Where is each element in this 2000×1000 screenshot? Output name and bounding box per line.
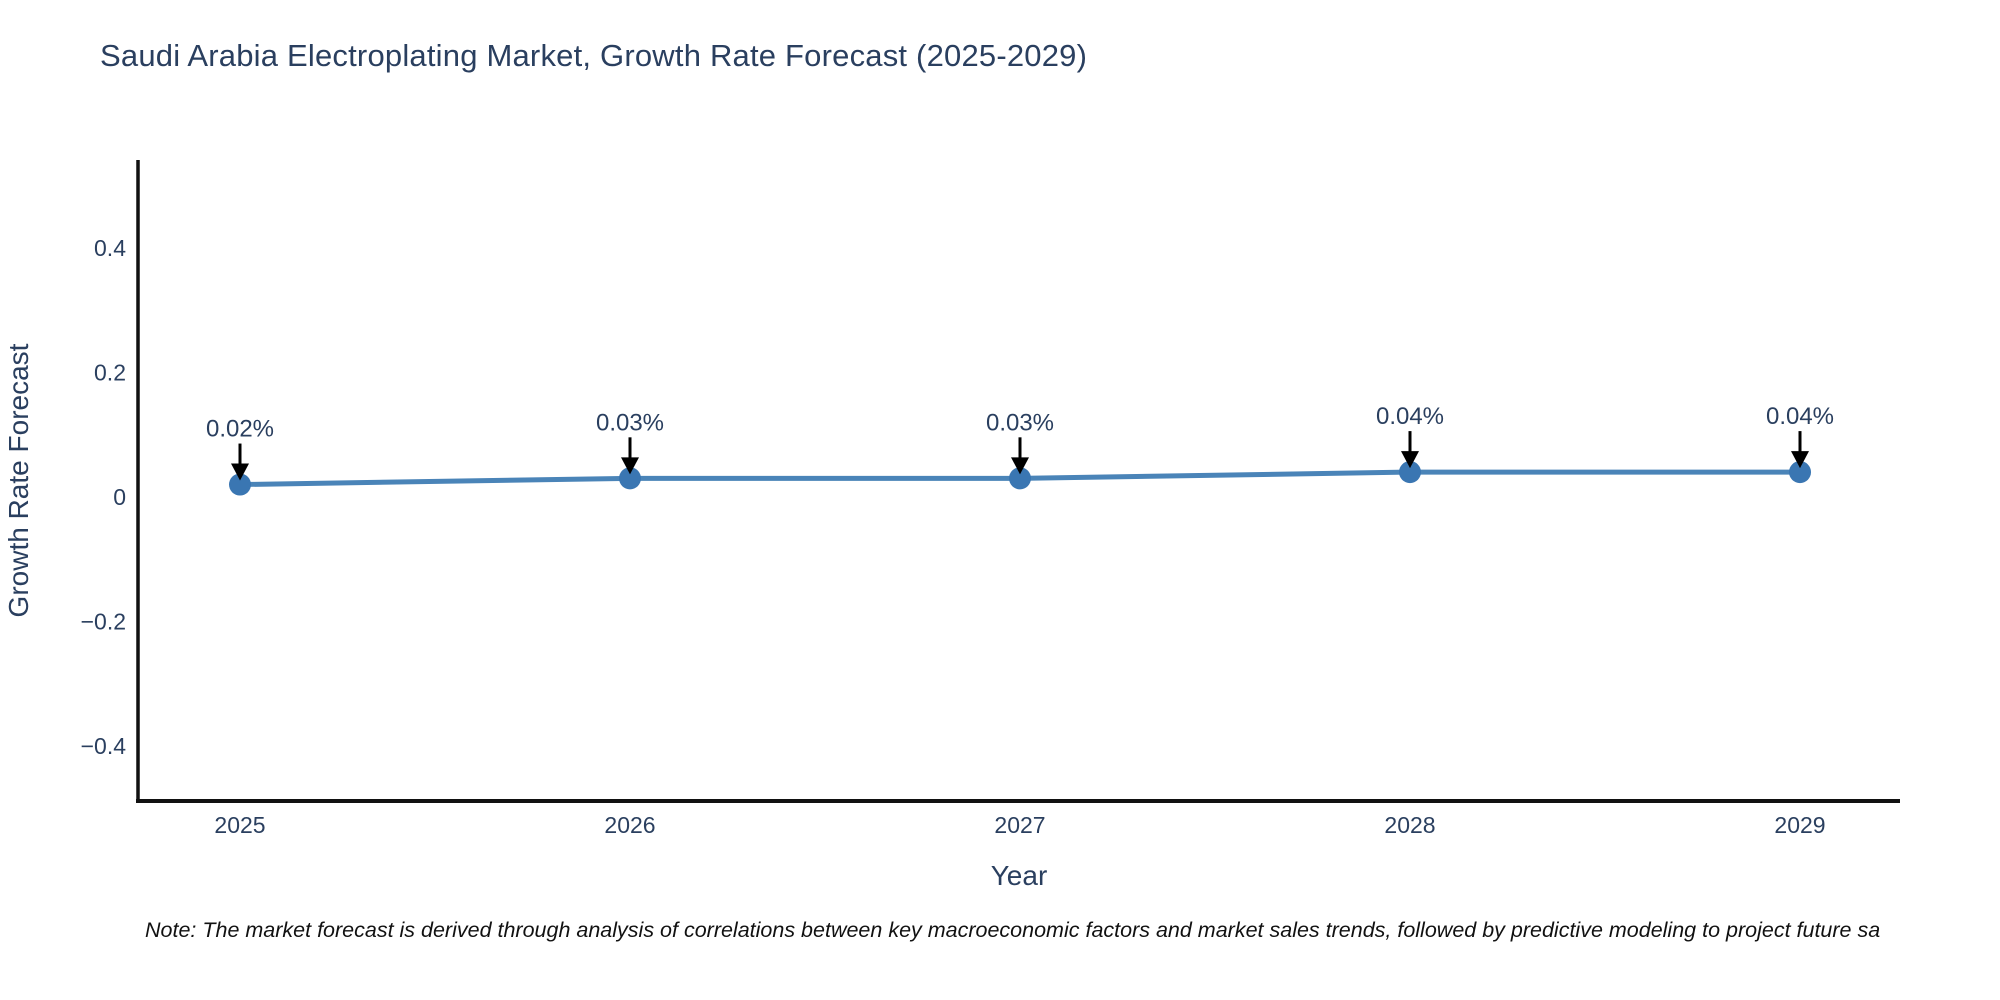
data-point	[229, 473, 251, 496]
annotation-arrowhead	[1401, 451, 1419, 469]
annotation-arrowhead	[231, 463, 249, 481]
annotation-label: 0.04%	[1766, 403, 1834, 430]
annotation-label: 0.04%	[1376, 403, 1444, 430]
x-tick-label: 2029	[1774, 812, 1825, 838]
x-tick-label: 2026	[604, 812, 655, 838]
annotation-arrowhead	[1791, 451, 1809, 469]
x-tick-label: 2027	[994, 812, 1045, 838]
y-tick-label: 0.4	[94, 235, 126, 261]
x-tick-label: 2025	[214, 812, 265, 838]
annotation-label: 0.03%	[986, 409, 1054, 436]
y-tick-label: 0	[113, 484, 126, 510]
x-axis-title: Year	[991, 860, 1048, 891]
y-tick-label: −0.4	[81, 733, 127, 759]
annotation-arrowhead	[621, 457, 639, 475]
y-tick-label: −0.2	[81, 609, 126, 635]
x-tick-label: 2028	[1384, 812, 1435, 838]
data-point	[619, 467, 641, 490]
data-point	[1009, 467, 1031, 490]
data-point	[1399, 461, 1421, 484]
chart-title: Saudi Arabia Electroplating Market, Grow…	[100, 38, 1088, 73]
annotation-label: 0.03%	[596, 409, 664, 436]
footnote: Note: The market forecast is derived thr…	[145, 918, 1881, 942]
y-tick-label: 0.2	[94, 360, 126, 386]
data-point	[1789, 461, 1811, 484]
annotation-arrowhead	[1011, 457, 1029, 475]
annotation-label: 0.02%	[206, 416, 274, 443]
y-axis-title: Growth Rate Forecast	[3, 343, 34, 617]
